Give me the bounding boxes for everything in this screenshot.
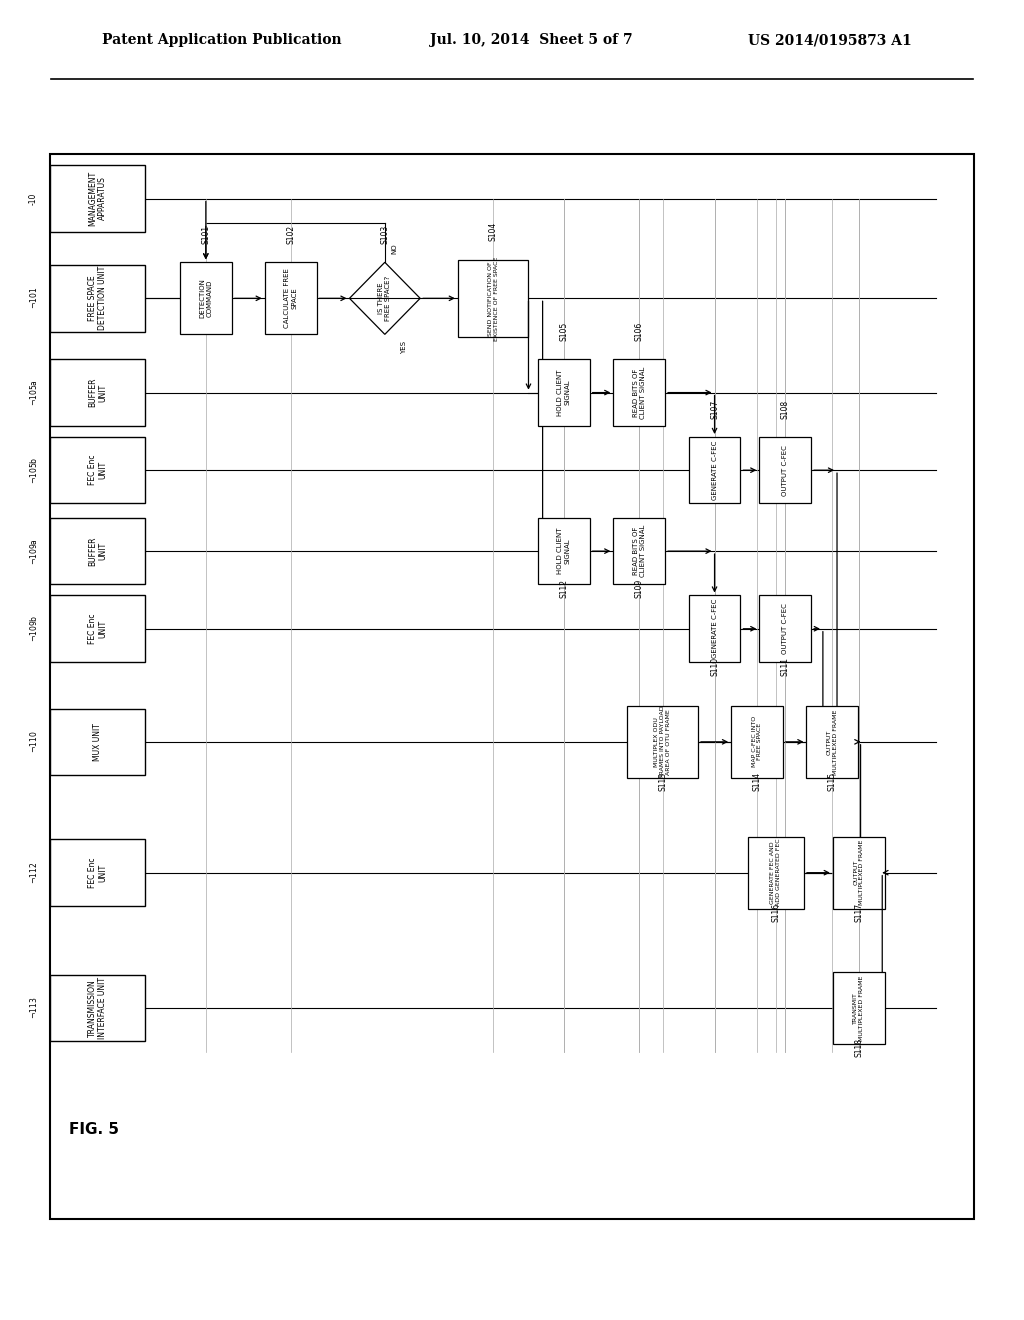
Bar — [50, 517, 144, 585]
Text: SEND NOTIFICATION OF
EXISTENCE OF FREE SPACE: SEND NOTIFICATION OF EXISTENCE OF FREE S… — [487, 256, 499, 341]
Text: $\neg$105b: $\neg$105b — [28, 457, 39, 484]
Bar — [689, 437, 740, 503]
Bar — [731, 706, 783, 777]
Text: IS THERE
FREE SPACE?: IS THERE FREE SPACE? — [378, 276, 391, 321]
Bar — [833, 837, 885, 908]
Text: S104: S104 — [488, 222, 498, 242]
Bar — [689, 595, 740, 663]
Text: OUTPUT
MULTIPLEXED FRAME: OUTPUT MULTIPLEXED FRAME — [827, 709, 838, 775]
Text: READ BITS OF
CLIENT SIGNAL: READ BITS OF CLIENT SIGNAL — [633, 525, 646, 577]
Bar — [50, 709, 144, 775]
Bar — [264, 263, 316, 334]
Text: Patent Application Publication: Patent Application Publication — [102, 33, 342, 48]
Text: BUFFER
UNIT: BUFFER UNIT — [88, 536, 108, 566]
Text: FREE SPACE
DETECTION UNIT: FREE SPACE DETECTION UNIT — [88, 267, 108, 330]
Text: MUX UNIT: MUX UNIT — [93, 723, 102, 760]
Bar — [180, 263, 231, 334]
Text: S107: S107 — [710, 400, 719, 418]
Text: $\neg$101: $\neg$101 — [28, 288, 39, 309]
Text: FEC Enc
UNIT: FEC Enc UNIT — [88, 455, 108, 486]
Text: HOLD CLIENT
SIGNAL: HOLD CLIENT SIGNAL — [557, 528, 570, 574]
Text: $\neg$105a: $\neg$105a — [28, 379, 39, 407]
Text: $\neg$113: $\neg$113 — [28, 997, 39, 1019]
Text: S102: S102 — [286, 224, 295, 244]
Text: GENERATE C-FEC: GENERATE C-FEC — [712, 599, 718, 659]
Bar — [458, 260, 528, 337]
Bar — [760, 437, 811, 503]
Text: $\neg$109b: $\neg$109b — [28, 615, 39, 643]
Bar — [50, 595, 144, 663]
Text: $\neg$109a: $\neg$109a — [28, 537, 39, 565]
Bar — [807, 706, 858, 777]
Bar — [613, 517, 666, 585]
Bar — [760, 595, 811, 663]
Text: OUTPUT C-FEC: OUTPUT C-FEC — [782, 445, 788, 495]
Text: TRANSMIT
MULTIPLEXED FRAME: TRANSMIT MULTIPLEXED FRAME — [853, 975, 864, 1040]
Bar — [748, 837, 804, 908]
Text: FEC Enc
UNIT: FEC Enc UNIT — [88, 614, 108, 644]
Text: S106: S106 — [635, 322, 644, 341]
Text: MANAGEMENT
APPARATUS: MANAGEMENT APPARATUS — [88, 172, 108, 226]
Text: S115: S115 — [827, 772, 837, 791]
Text: S113: S113 — [658, 772, 668, 791]
Bar — [50, 437, 144, 503]
Text: S101: S101 — [202, 224, 210, 244]
Text: S114: S114 — [753, 772, 762, 791]
Text: S112: S112 — [559, 579, 568, 598]
Bar — [50, 265, 144, 331]
Text: S108: S108 — [780, 400, 790, 418]
Text: TRANSMISSION
INTERFACE UNIT: TRANSMISSION INTERFACE UNIT — [88, 977, 108, 1039]
Text: MULTIPLEX ODU
FRAMES INTO PAYLOAD
AREA OF OTU FRAME: MULTIPLEX ODU FRAMES INTO PAYLOAD AREA O… — [654, 705, 671, 779]
Text: HOLD CLIENT
SIGNAL: HOLD CLIENT SIGNAL — [557, 370, 570, 416]
Text: S103: S103 — [380, 224, 389, 244]
Text: CALCULATE FREE
SPACE: CALCULATE FREE SPACE — [284, 268, 297, 329]
Text: NO: NO — [391, 244, 397, 255]
Text: OUTPUT
MULTIPLEXED FRAME: OUTPUT MULTIPLEXED FRAME — [853, 840, 864, 906]
Text: READ BITS OF
CLIENT SIGNAL: READ BITS OF CLIENT SIGNAL — [633, 367, 646, 418]
Text: FIG. 5: FIG. 5 — [70, 1122, 119, 1138]
Text: S111: S111 — [780, 657, 790, 676]
Bar — [538, 359, 590, 426]
Text: $\neg$110: $\neg$110 — [28, 731, 39, 752]
Text: S109: S109 — [635, 579, 644, 598]
Bar — [50, 359, 144, 426]
Text: OUTPUT C-FEC: OUTPUT C-FEC — [782, 603, 788, 655]
Text: S105: S105 — [559, 322, 568, 341]
Text: S117: S117 — [854, 903, 863, 921]
Text: FEC Enc
UNIT: FEC Enc UNIT — [88, 858, 108, 888]
Bar — [628, 706, 698, 777]
Text: S116: S116 — [771, 903, 780, 921]
Text: MAP C-FEC INTO
FREE SPACE: MAP C-FEC INTO FREE SPACE — [752, 717, 762, 767]
Bar — [50, 840, 144, 906]
Bar — [613, 359, 666, 426]
Bar — [50, 165, 144, 232]
Text: US 2014/0195873 A1: US 2014/0195873 A1 — [748, 33, 911, 48]
Bar — [833, 972, 885, 1044]
Text: GENERATE FEC AND
ADD GENERATED FEC: GENERATE FEC AND ADD GENERATED FEC — [770, 840, 781, 907]
Text: -10: -10 — [29, 193, 38, 205]
Text: YES: YES — [400, 341, 407, 354]
Text: S118: S118 — [854, 1038, 863, 1057]
Text: $\neg$112: $\neg$112 — [28, 862, 39, 883]
Text: GENERATE C-FEC: GENERATE C-FEC — [712, 441, 718, 500]
Bar — [50, 974, 144, 1041]
Text: Jul. 10, 2014  Sheet 5 of 7: Jul. 10, 2014 Sheet 5 of 7 — [430, 33, 633, 48]
Text: S110: S110 — [710, 657, 719, 676]
Bar — [538, 517, 590, 585]
Text: DETECTION
COMMAND: DETECTION COMMAND — [200, 279, 212, 318]
Text: BUFFER
UNIT: BUFFER UNIT — [88, 378, 108, 408]
